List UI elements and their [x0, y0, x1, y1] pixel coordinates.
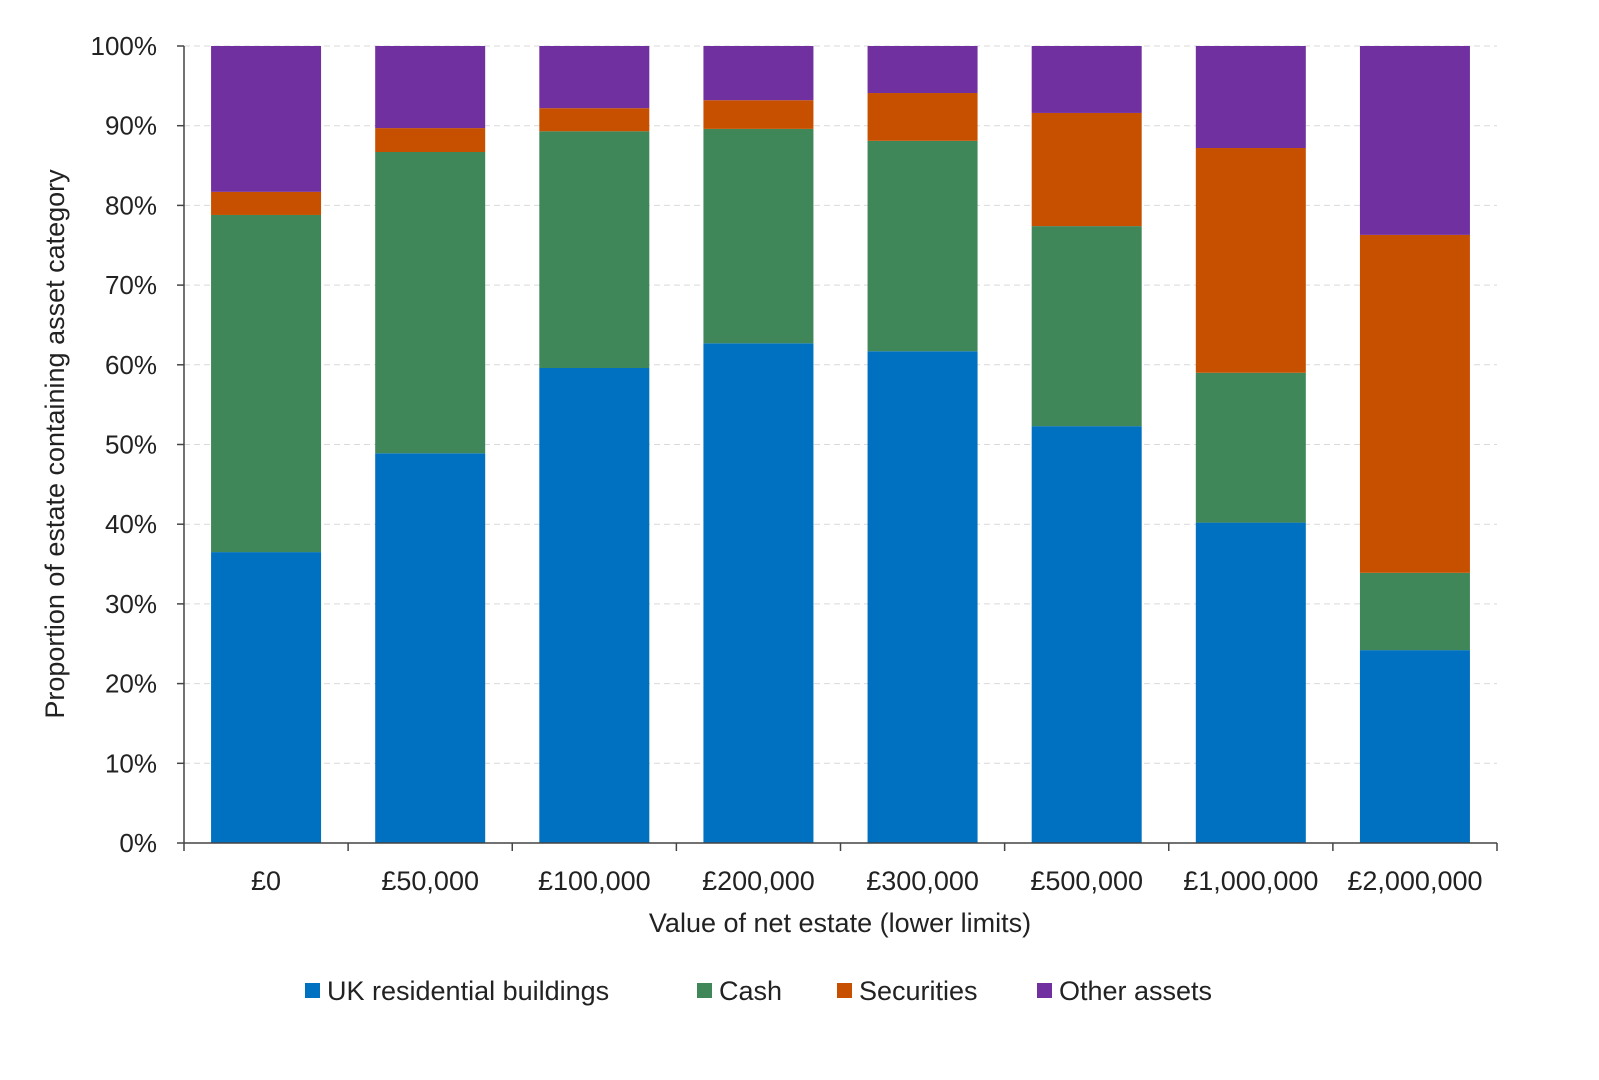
bar-segment: [539, 367, 650, 843]
bar-segment: [211, 214, 322, 553]
bar-segment: [867, 351, 978, 843]
bar-segment: [867, 93, 978, 141]
x-tick-label: £0: [251, 866, 281, 896]
bar-segment: [703, 128, 814, 344]
bar-segment: [375, 46, 486, 129]
bar-segment: [539, 131, 650, 368]
bar-segment: [1359, 46, 1470, 235]
bar-segment: [1031, 426, 1142, 843]
bar-segment: [1359, 234, 1470, 573]
bars: [211, 46, 1470, 843]
bar-segment: [375, 128, 486, 153]
bar-segment: [867, 140, 978, 352]
bar-segment: [1195, 46, 1306, 149]
axes: 0% 10% 20% 30% 40% 50% 60% 70% 80% 90% 100% £0 £50,0…: [91, 31, 1498, 896]
legend-label: UK residential buildings: [327, 976, 609, 1006]
y-tick-label: 70%: [105, 270, 157, 300]
bar-segment: [539, 108, 650, 132]
bar-segment: [867, 46, 978, 94]
bar-segment: [1359, 572, 1470, 651]
y-tick-label: 60%: [105, 350, 157, 380]
y-tick-label: 40%: [105, 509, 157, 539]
y-tick-label: 50%: [105, 430, 157, 460]
x-tick-label: £1,000,000: [1183, 866, 1318, 896]
x-tick-label: £100,000: [538, 866, 651, 896]
legend-label: Securities: [859, 976, 978, 1006]
bar-segment: [211, 191, 322, 215]
bar-segment: [375, 453, 486, 843]
bar-segment: [1031, 226, 1142, 427]
y-tick-label: 80%: [105, 190, 157, 220]
bar-segment: [1359, 650, 1470, 843]
bar-segment: [1195, 148, 1306, 373]
legend: UK residential buildings Cash Securities Ot…: [305, 976, 1212, 1006]
y-tick-label: 90%: [105, 111, 157, 141]
bar-segment: [211, 46, 322, 192]
x-tick-label: £200,000: [702, 866, 815, 896]
bar-segment: [1031, 46, 1142, 113]
x-axis-label: Value of net estate (lower limits): [649, 908, 1031, 938]
x-tick-label: £2,000,000: [1347, 866, 1482, 896]
legend-label: Other assets: [1059, 976, 1212, 1006]
bar-segment: [211, 552, 322, 843]
legend-swatch: [697, 983, 712, 998]
legend-swatch: [305, 983, 320, 998]
x-tick-label: £300,000: [866, 866, 979, 896]
y-tick-label: 20%: [105, 669, 157, 699]
legend-label: Cash: [719, 976, 782, 1006]
y-tick-label: 0%: [119, 828, 157, 858]
legend-swatch: [837, 983, 852, 998]
bar-segment: [1031, 112, 1142, 227]
bar-segment: [703, 100, 814, 129]
bar-segment: [1195, 372, 1306, 523]
x-tick-label: £50,000: [381, 866, 479, 896]
bar-segment: [1195, 522, 1306, 843]
y-axis-label: Proportion of estate containing asset ca…: [40, 169, 70, 719]
bar-segment: [539, 46, 650, 109]
bar-segment: [703, 46, 814, 101]
legend-swatch: [1037, 983, 1052, 998]
bar-segment: [703, 343, 814, 843]
y-tick-label: 100%: [91, 31, 158, 61]
bar-segment: [375, 152, 486, 454]
y-tick-label: 10%: [105, 748, 157, 778]
y-tick-label: 30%: [105, 589, 157, 619]
x-tick-label: £500,000: [1030, 866, 1143, 896]
